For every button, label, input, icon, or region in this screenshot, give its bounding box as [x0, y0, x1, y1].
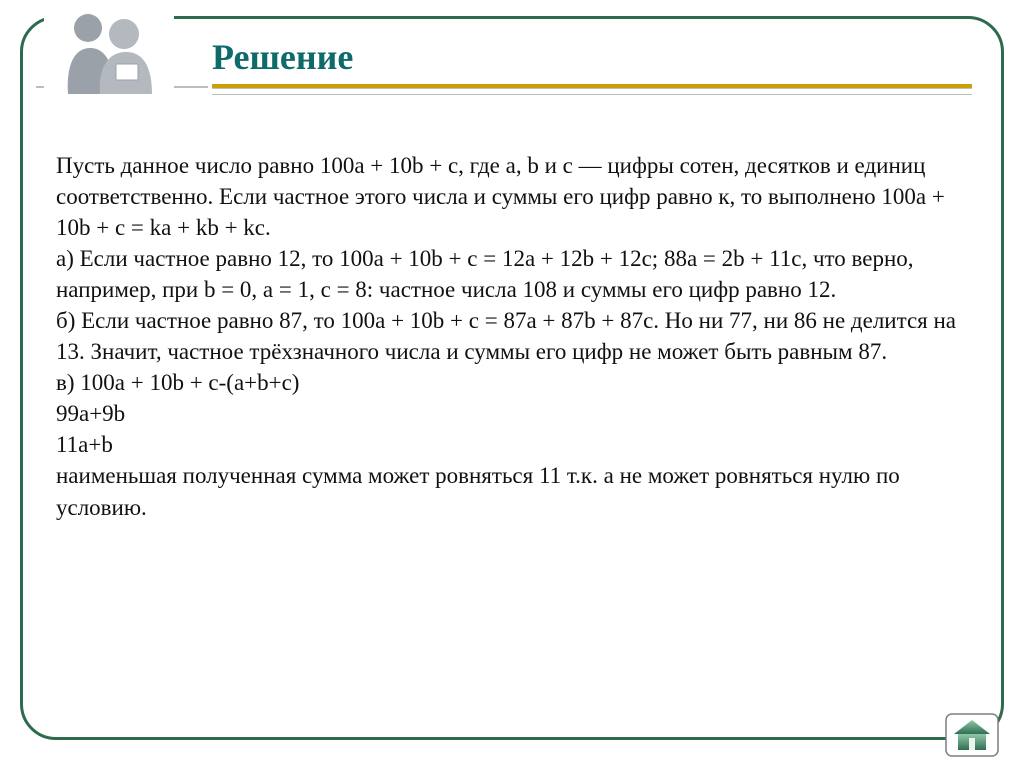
slide-frame-container: Решение Пусть данное число равно 100a + … — [0, 0, 1024, 768]
paragraph-conclusion: наименьшая полученная сумма может ровнят… — [56, 460, 960, 522]
paragraph-b: б) Если частное равно 87, то 100a + 10b … — [56, 305, 960, 367]
title-underline-shadow — [212, 94, 972, 95]
slide-title: Решение — [212, 36, 964, 78]
paragraph-c1: в) 100a + 10b + c-(a+b+c) — [56, 367, 960, 398]
title-underline-gold — [212, 84, 972, 88]
paragraph-intro: Пусть данное число равно 100a + 10b + c,… — [56, 150, 960, 243]
paragraph-c3: 11a+b — [56, 429, 960, 460]
paragraph-c2: 99a+9b — [56, 398, 960, 429]
paragraph-a: а) Если частное равно 12, то 100a + 10b … — [56, 243, 960, 305]
title-block: Решение — [212, 36, 964, 95]
people-silhouette-icon — [44, 8, 174, 96]
home-nav-icon[interactable] — [944, 712, 1000, 758]
body-text-block: Пусть данное число равно 100a + 10b + c,… — [56, 150, 960, 523]
